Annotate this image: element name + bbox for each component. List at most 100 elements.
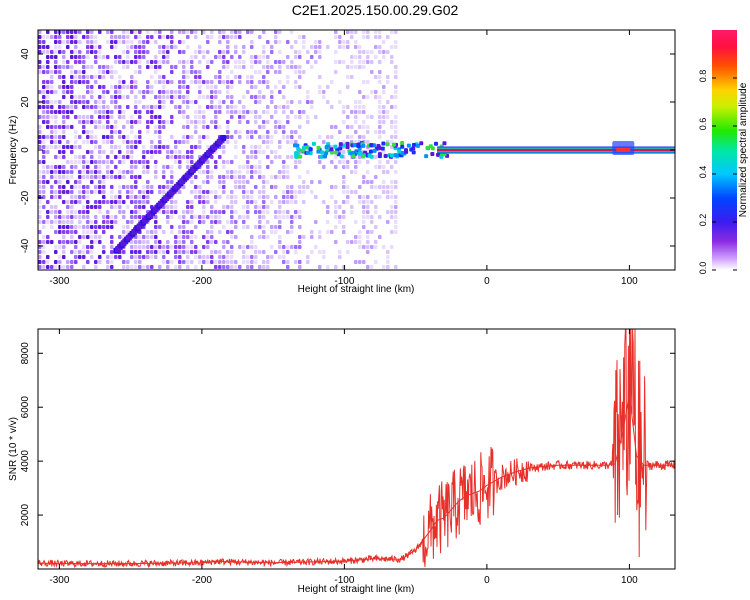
- spectrogram-cell: [178, 225, 182, 229]
- spectrogram-cell: [118, 95, 122, 99]
- spectrogram-cell: [270, 200, 274, 204]
- spectrogram-cell: [74, 105, 78, 109]
- spectrogram-y-label: Frequency (Hz): [8, 116, 19, 185]
- spectrogram-blob: [329, 150, 334, 155]
- spectrogram-cell: [206, 180, 210, 184]
- spectrogram-cell: [262, 260, 266, 264]
- spectrogram-cell: [62, 185, 66, 189]
- spectrogram-cell: [282, 110, 286, 114]
- spectrogram-cell: [130, 140, 134, 144]
- spectrogram-cell: [362, 210, 366, 214]
- spectrogram-cell: [74, 95, 78, 99]
- spectrogram-cell: [146, 125, 150, 129]
- spectrogram-cell: [154, 150, 158, 154]
- spectrogram-cell: [250, 150, 254, 154]
- spectrogram-cell: [142, 40, 146, 44]
- spectrogram-cell: [162, 100, 166, 104]
- spectrogram-cell: [242, 110, 246, 114]
- spectrogram-cell: [202, 190, 206, 194]
- spectrogram-cell: [126, 260, 130, 264]
- spectrogram-cell: [342, 230, 346, 234]
- spectrogram-cell: [250, 260, 254, 264]
- spectrogram-cell: [150, 105, 154, 109]
- spectrogram-cell: [342, 190, 346, 194]
- spectrogram-cell: [134, 30, 138, 34]
- spectrogram-cell: [282, 105, 286, 109]
- spectrogram-cell: [394, 30, 398, 34]
- spectrogram-cell: [334, 155, 338, 159]
- spectrogram-cell: [182, 115, 186, 119]
- spectrogram-cell: [134, 95, 138, 99]
- spectrogram-cell: [66, 125, 70, 129]
- spectrogram-cell: [370, 115, 374, 119]
- spectrogram-cell: [114, 175, 118, 179]
- spectrogram-blob: [380, 146, 385, 151]
- spectrogram-cell: [222, 165, 226, 169]
- spectrogram-cell: [90, 30, 94, 34]
- spectrogram-cell: [90, 50, 94, 54]
- spectrogram-cell: [258, 190, 262, 194]
- spectrogram-cell: [310, 45, 314, 49]
- spectrogram-cell: [314, 195, 318, 199]
- spectrogram-cell: [166, 90, 170, 94]
- spectrogram-cell: [318, 40, 322, 44]
- spectrogram-cell: [122, 250, 126, 254]
- spectrogram-cell: [206, 175, 210, 179]
- spectrogram-cell: [258, 145, 262, 149]
- spectrogram-cell: [242, 215, 246, 219]
- spectrogram-blob: [391, 142, 396, 147]
- spectrogram-cell: [62, 130, 66, 134]
- spectrogram-cell: [310, 55, 314, 59]
- spectrogram-cell: [70, 150, 74, 154]
- spectrogram-cell: [130, 120, 134, 124]
- spectrogram-cell: [54, 135, 58, 139]
- spectrogram-cell: [290, 45, 294, 49]
- spectrogram-cell: [146, 235, 150, 239]
- spectrogram-cell: [186, 45, 190, 49]
- spectrogram-cell: [98, 115, 102, 119]
- spectrogram-cell: [246, 210, 250, 214]
- spectrogram-cell: [210, 220, 214, 224]
- spectrogram-cell: [46, 95, 50, 99]
- spectrogram-cell: [58, 35, 62, 39]
- spectrogram-cell: [226, 170, 230, 174]
- spectrogram-cell: [314, 115, 318, 119]
- spectrogram-cell: [294, 140, 298, 144]
- spectrogram-blob: [338, 142, 343, 147]
- spectrogram-cell: [94, 220, 98, 224]
- spectrogram-cell: [318, 50, 322, 54]
- spectrogram-cell: [198, 105, 202, 109]
- spectrogram-cell: [366, 170, 370, 174]
- spectrogram-cell: [110, 30, 114, 34]
- spectrogram-cell: [98, 175, 102, 179]
- spectrogram-cell: [42, 70, 46, 74]
- spectrogram-cell: [358, 185, 362, 189]
- spectrogram-cell: [186, 160, 190, 164]
- spectrogram-cell: [358, 90, 362, 94]
- spectrogram-cell: [218, 260, 222, 264]
- spectrogram-cell: [282, 175, 286, 179]
- spectrogram-cell: [330, 135, 334, 139]
- spectrogram-cell: [126, 155, 130, 159]
- spectrogram-cell: [38, 115, 42, 119]
- spectrogram-cell: [106, 170, 110, 174]
- spectrogram-cell: [374, 240, 378, 244]
- spectrogram-cell: [94, 105, 98, 109]
- spectrogram-cell: [82, 115, 86, 119]
- spectrogram-cell: [266, 40, 270, 44]
- spectrogram-cell: [318, 160, 322, 164]
- spectrogram-cell: [366, 230, 370, 234]
- spectrogram-cell: [126, 120, 130, 124]
- spectrogram-cell: [74, 180, 78, 184]
- spectrogram-cell: [98, 30, 102, 34]
- spectrogram-cell: [378, 50, 382, 54]
- spectrogram-cell: [98, 95, 102, 99]
- spectrogram-cell: [150, 230, 154, 234]
- spectrogram-cell: [106, 90, 110, 94]
- spectrogram-cell: [278, 235, 282, 239]
- spectrogram-cell: [58, 75, 62, 79]
- spectrogram-cell: [102, 140, 106, 144]
- spectrogram-cell: [182, 125, 186, 129]
- spectrogram-cell: [198, 45, 202, 49]
- spectrogram-cell: [106, 30, 110, 34]
